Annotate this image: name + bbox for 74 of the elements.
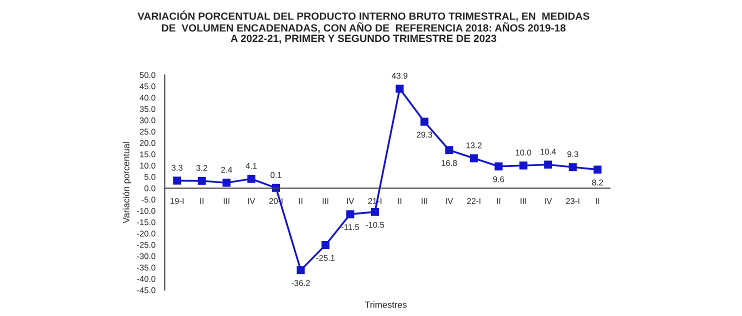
y-tick-label: 0.0 (144, 185, 156, 192)
text: 10.0 (516, 150, 532, 156)
y-tick-label: -5.0 (142, 196, 156, 203)
y-tick-label: -25.0 (137, 242, 156, 248)
text: 10.4 (540, 148, 556, 155)
text: 29.3 (416, 132, 432, 138)
y-tick-label: 15.0 (140, 151, 156, 158)
x-tick-label: 19-I (170, 198, 184, 204)
text: 16.8 (442, 160, 457, 166)
x-tick-label: III (520, 198, 526, 204)
x-axis-title: Trimestres (364, 301, 407, 308)
point (568, 163, 577, 172)
x-tick-label: III (224, 198, 230, 204)
x-tick-label: II (596, 198, 600, 204)
y-axis-title: Variación porcentual (122, 142, 132, 224)
y-tick-label: -45.0 (137, 287, 156, 294)
text: 3.2 (196, 165, 208, 171)
x-tick-label: IV (446, 198, 454, 204)
x-tick-label: IV (544, 198, 552, 204)
x-tick-label: IV (347, 198, 354, 204)
text: 13.2 (466, 142, 482, 148)
point (494, 162, 503, 170)
y-tick-label: 50.0 (140, 72, 156, 78)
point (519, 162, 528, 170)
y-tick-label: -40.0 (137, 276, 156, 282)
text: -11.5 (341, 224, 360, 230)
y-tick-label: 40.0 (140, 94, 156, 101)
y-tick-label: 45.0 (140, 83, 156, 90)
x-tick-label: II (398, 198, 402, 204)
x-tick-label: IV (248, 198, 256, 204)
point (445, 146, 454, 154)
text: 43.9 (392, 72, 408, 79)
point (370, 208, 379, 216)
y-tick-label: 20.0 (140, 140, 156, 146)
point (346, 210, 354, 218)
y-tick-label: 25.0 (140, 128, 156, 135)
x-tick-label: 23-I (566, 198, 580, 204)
point (296, 266, 305, 274)
point (594, 166, 602, 174)
point (470, 154, 478, 162)
text: 2.4 (221, 166, 232, 173)
chart-title: VARIACIÓN PORCENTUAL DEL PRODUCTO INTERNO BRUTO TRIMESTRAL, EN MEDIDAS DE VOLUMEN ENCADENADAS, CON AÑO DE REFERENCIA 2018: AÑOS 2019-18 A 2022-21, PRIMER Y SEGUNDO TRIMESTRE DE 2023 (138, 10, 590, 44)
x-tick-label: II (497, 198, 500, 204)
y-tick-label: 30.0 (140, 117, 156, 124)
y-tick-label: -15.0 (137, 219, 156, 226)
point (173, 176, 182, 185)
point (247, 174, 256, 183)
y-tick-label: 5.0 (144, 174, 156, 180)
text: 8.2 (592, 180, 603, 186)
point (322, 241, 330, 249)
x-tick-label: II (299, 198, 302, 204)
point (396, 84, 404, 93)
y-tick-label: 10.0 (140, 162, 156, 169)
text: -36.2 (292, 280, 310, 286)
y-tick-label: -35.0 (137, 264, 156, 271)
x-tick-label: III (422, 198, 428, 204)
y-tick-label: 35.0 (140, 106, 156, 112)
y-tick-label: -20.0 (137, 230, 156, 237)
point (222, 178, 231, 187)
y-tick-label: -10.0 (137, 208, 156, 214)
text: 9.6 (493, 176, 504, 182)
x-tick-label: III (322, 198, 328, 204)
text: 9.3 (567, 151, 578, 158)
x-tick-label: II (200, 198, 204, 204)
text: 0.1 (270, 172, 282, 178)
point (544, 160, 552, 169)
point (198, 176, 206, 185)
text: -10.5 (366, 222, 384, 228)
text: -25.1 (316, 254, 335, 261)
y-tick-label: -30.0 (137, 253, 156, 260)
x-tick-label: 22-I (467, 198, 480, 204)
point (420, 118, 428, 126)
text: 4.1 (246, 163, 257, 169)
text: 3.3 (172, 164, 183, 171)
